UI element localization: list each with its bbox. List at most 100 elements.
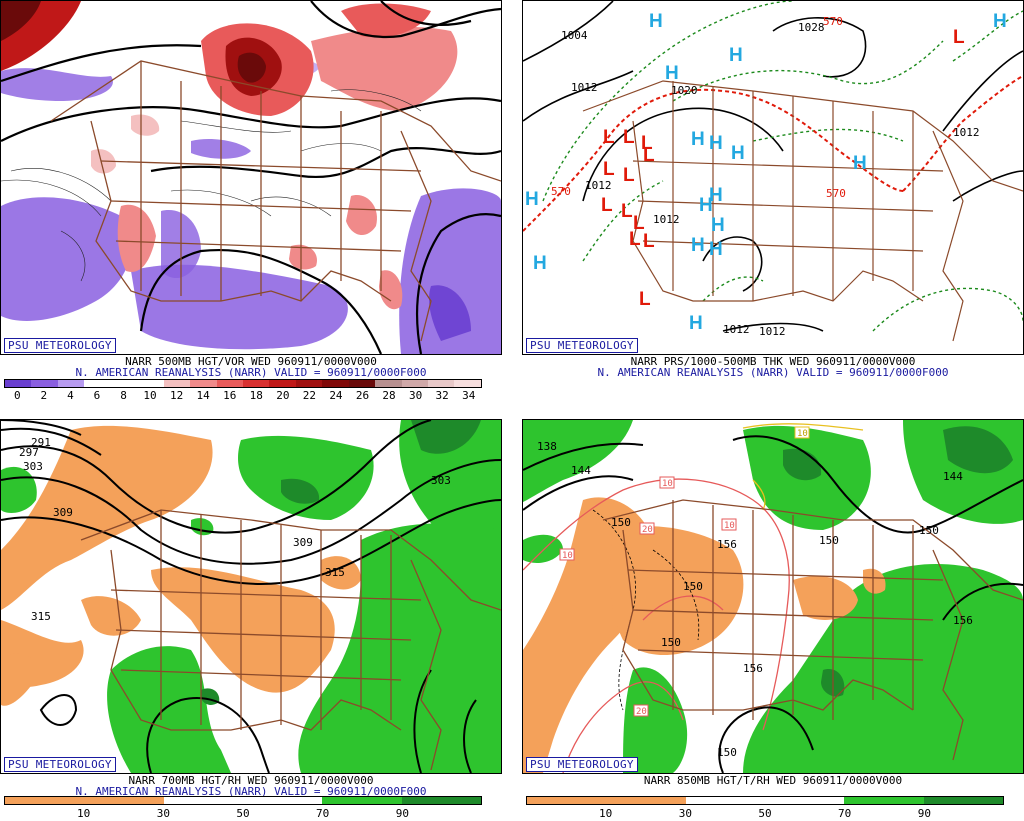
colorbar-tick-label: 22	[302, 389, 316, 402]
svg-text:L: L	[641, 133, 653, 154]
height-label: 156	[743, 662, 763, 675]
thickness-label: 570	[823, 15, 843, 28]
colorbar-swatch	[84, 380, 111, 387]
panel-title: NARR PRS/1000-500MB THK WED 960911/0000V…	[630, 355, 916, 368]
svg-text:L: L	[601, 195, 613, 216]
rh-colorbar	[4, 796, 482, 805]
svg-text:H: H	[691, 235, 705, 256]
isobar-label: 1012	[585, 179, 612, 192]
psu-badge: PSU METEOROLOGY	[526, 338, 638, 353]
svg-text:H: H	[699, 195, 713, 216]
colorbar-swatch	[269, 380, 296, 387]
colorbar-swatch	[5, 380, 32, 387]
isobar-label: 1012	[759, 325, 786, 338]
svg-text:H: H	[689, 313, 703, 334]
panel-850mb-t-rh: 138 144 150 156 150 150 150 150 156 144 …	[522, 419, 1024, 821]
colorbar-tick-label: 30	[156, 807, 170, 820]
panel-700mb-rh: 291 297 303 309 303 309 315 315 PSU METE…	[0, 419, 502, 821]
svg-text:H: H	[731, 143, 745, 164]
colorbar-tick-label: 14	[196, 389, 210, 402]
svg-text:H: H	[691, 129, 705, 150]
rh700-map-svg: 291 297 303 309 303 309 315 315	[1, 420, 501, 773]
svg-text:10: 10	[662, 479, 673, 489]
panel-subtitle: N. AMERICAN REANALYSIS (NARR) VALID = 96…	[75, 785, 427, 798]
vorticity-colorbar-ticks: 0 2 4 6 8 10 12 14 16 18 20 22 24 26 28 30 32 34	[4, 389, 482, 402]
svg-text:20: 20	[642, 525, 653, 535]
colorbar-swatch	[348, 380, 376, 387]
colorbar-swatch	[322, 380, 349, 387]
svg-text:L: L	[621, 201, 633, 222]
panel-pressure-thickness: 1004 1012 1020 1028 1012 1012 1012 1012 …	[522, 0, 1024, 402]
colorbar-tick-label: 34	[462, 389, 476, 402]
colorbar-tick-label: 70	[316, 807, 330, 820]
panel-subtitle: N. AMERICAN REANALYSIS (NARR) VALID = 96…	[597, 366, 949, 379]
svg-text:H: H	[853, 153, 867, 174]
colorbar-tick-label: 24	[329, 389, 343, 402]
svg-text:L: L	[643, 231, 655, 252]
height-label: 291	[31, 436, 51, 449]
height-label: 156	[953, 614, 973, 627]
map-850mb: 138 144 150 156 150 150 150 150 156 144 …	[522, 419, 1024, 774]
colorbar-swatch	[110, 380, 138, 387]
isobar-label: 1012	[653, 213, 680, 226]
colorbar-tick-label: 30	[678, 807, 692, 820]
svg-text:H: H	[649, 11, 663, 32]
map-700mb: 291 297 303 309 303 309 315 315	[0, 419, 502, 774]
svg-text:H: H	[709, 133, 723, 154]
isobar-label: 1020	[671, 84, 698, 97]
colorbar-tick-label: 10	[77, 807, 91, 820]
svg-text:H: H	[533, 253, 547, 274]
height-label: 156	[717, 538, 737, 551]
colorbar-tick-label: 20	[276, 389, 290, 402]
colorbar-swatch	[137, 380, 164, 387]
panel-subtitle: N. AMERICAN REANALYSIS (NARR) VALID = 96…	[75, 366, 427, 379]
colorbar-tick-label: 28	[382, 389, 396, 402]
colorbar-swatch	[216, 380, 243, 387]
panel-title: NARR 700MB HGT/RH WED 960911/0000V000	[128, 774, 374, 787]
colorbar-swatch	[57, 380, 85, 387]
svg-text:L: L	[643, 145, 655, 166]
svg-text:H: H	[711, 215, 725, 236]
colorbar-swatch	[428, 380, 455, 387]
svg-text:10: 10	[797, 429, 808, 439]
psu-badge: PSU METEOROLOGY	[526, 757, 638, 772]
colorbar-tick-label: 8	[120, 389, 127, 402]
rh850-map-svg: 138 144 150 156 150 150 150 150 156 144 …	[523, 420, 1023, 773]
height-label: 150	[611, 516, 631, 529]
rh-colorbar	[526, 796, 1004, 805]
panel-500mb-vorticity: PSU METEOROLOGY NARR 500MB HGT/VOR WED 9…	[0, 0, 502, 402]
colorbar-swatch	[375, 380, 402, 387]
svg-text:10: 10	[562, 551, 573, 561]
colorbar-tick-label: 16	[223, 389, 237, 402]
isobar-label: 1004	[561, 29, 588, 42]
colorbar-swatch	[454, 380, 481, 387]
height-label: 309	[293, 536, 313, 549]
height-label: 297	[19, 446, 39, 459]
svg-text:L: L	[953, 27, 965, 48]
panel-title: NARR 850MB HGT/T/RH WED 960911/0000V000	[643, 774, 903, 787]
svg-text:10: 10	[724, 521, 735, 531]
colorbar-tick-label: 0	[13, 389, 21, 402]
svg-text:20: 20	[636, 707, 647, 717]
height-label: 150	[683, 580, 703, 593]
svg-text:H: H	[709, 185, 723, 206]
isobar-label: 1028	[798, 21, 825, 34]
height-label: 303	[23, 460, 43, 473]
colorbar-tick-label: 6	[93, 389, 101, 402]
colorbar-tick-label: 30	[408, 389, 423, 402]
height-label: 150	[819, 534, 839, 547]
svg-text:L: L	[623, 165, 635, 186]
height-label: 144	[943, 470, 963, 483]
colorbar-swatch	[242, 380, 270, 387]
thickness-label: 570	[551, 185, 571, 198]
isobar-label: 1012	[571, 81, 598, 94]
height-label: 303	[431, 474, 451, 487]
temperature-labels: 10 10 10 20 10 20	[559, 426, 810, 717]
colorbar-tick-label: 2	[40, 389, 48, 402]
isobar-label: 1012	[953, 126, 980, 139]
colorbar-tick-label: 50	[758, 807, 772, 820]
svg-text:L: L	[623, 127, 635, 148]
map-500mb	[0, 0, 502, 355]
height-label: 150	[661, 636, 681, 649]
